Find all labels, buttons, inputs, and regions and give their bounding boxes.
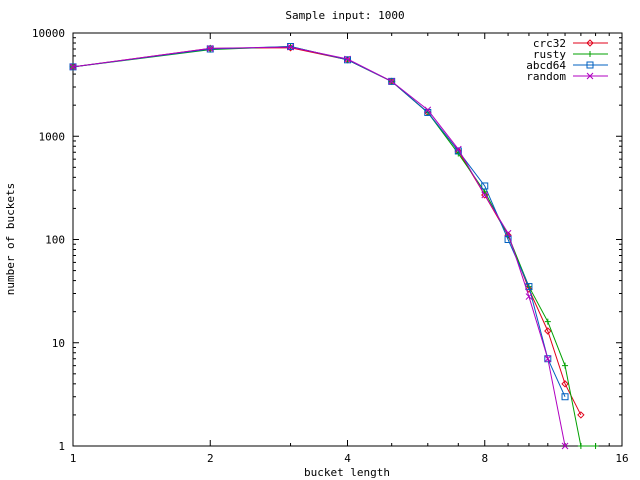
axis-ticks: 1 2 4 8 16 1 10 100 1000 10000 xyxy=(32,27,629,465)
x-tick-label: 8 xyxy=(481,452,488,465)
plot-frame xyxy=(72,32,623,447)
data-point-random xyxy=(525,293,533,300)
series-line-random xyxy=(72,46,566,447)
legend-label-crc32: crc32 xyxy=(533,37,566,50)
x-tick-label: 2 xyxy=(207,452,214,465)
data-point-crc32 xyxy=(577,411,585,419)
data-point-random xyxy=(206,45,214,52)
data-point-random xyxy=(424,106,432,114)
data-point-random xyxy=(561,442,569,450)
x-tick-label: 1 xyxy=(70,452,77,465)
series-layer xyxy=(69,43,599,450)
data-point-rusty xyxy=(577,443,584,449)
y-tick-label: 10000 xyxy=(32,27,65,40)
data-point-random xyxy=(544,355,552,363)
data-point-crc32 xyxy=(544,327,552,335)
series-line-abcd64 xyxy=(72,46,566,397)
legend-label-random: random xyxy=(526,70,566,83)
y-axis-label: number of buckets xyxy=(4,183,17,296)
data-point-abcd64 xyxy=(481,182,489,190)
data-point-rusty xyxy=(592,443,599,449)
series-rusty xyxy=(70,43,599,449)
data-point-random xyxy=(481,191,489,199)
y-tick-label: 1000 xyxy=(39,130,66,143)
chart-title: Sample input: 1000 xyxy=(285,9,404,22)
data-point-random xyxy=(344,55,351,63)
legend-label-rusty: rusty xyxy=(533,48,566,61)
data-point-random xyxy=(287,43,294,51)
data-point-abcd64 xyxy=(388,77,396,85)
data-point-abcd64 xyxy=(287,43,295,51)
data-point-abcd64 xyxy=(454,147,462,155)
data-point-abcd64 xyxy=(544,355,552,363)
data-point-abcd64 xyxy=(504,236,512,243)
data-point-random xyxy=(454,145,462,153)
legend-marker-random xyxy=(586,72,594,80)
data-point-crc32 xyxy=(561,380,569,388)
data-point-crc32 xyxy=(525,285,533,293)
data-point-rusty xyxy=(562,362,569,369)
legend-marker-rusty xyxy=(587,51,593,57)
y-tick-label: 100 xyxy=(45,234,65,247)
series-line-rusty xyxy=(72,45,596,447)
series-abcd64 xyxy=(69,43,569,401)
y-tick-label: 10 xyxy=(52,337,65,350)
series-random xyxy=(69,43,569,450)
data-point-abcd64 xyxy=(561,393,569,401)
data-point-random xyxy=(504,229,512,237)
legend-label-abcd64: abcd64 xyxy=(526,59,566,72)
x-tick-label: 16 xyxy=(615,452,628,465)
data-point-abcd64 xyxy=(344,56,351,64)
legend-marker-crc32 xyxy=(586,39,594,47)
data-point-random xyxy=(69,63,77,71)
data-point-random xyxy=(388,78,396,85)
legend-marker-abcd64 xyxy=(586,61,594,69)
data-point-rusty xyxy=(544,318,551,325)
y-tick-label: 1 xyxy=(58,440,65,453)
x-tick-label: 4 xyxy=(344,452,351,465)
x-axis-label: bucket length xyxy=(304,466,390,479)
data-point-crc32 xyxy=(481,191,489,199)
